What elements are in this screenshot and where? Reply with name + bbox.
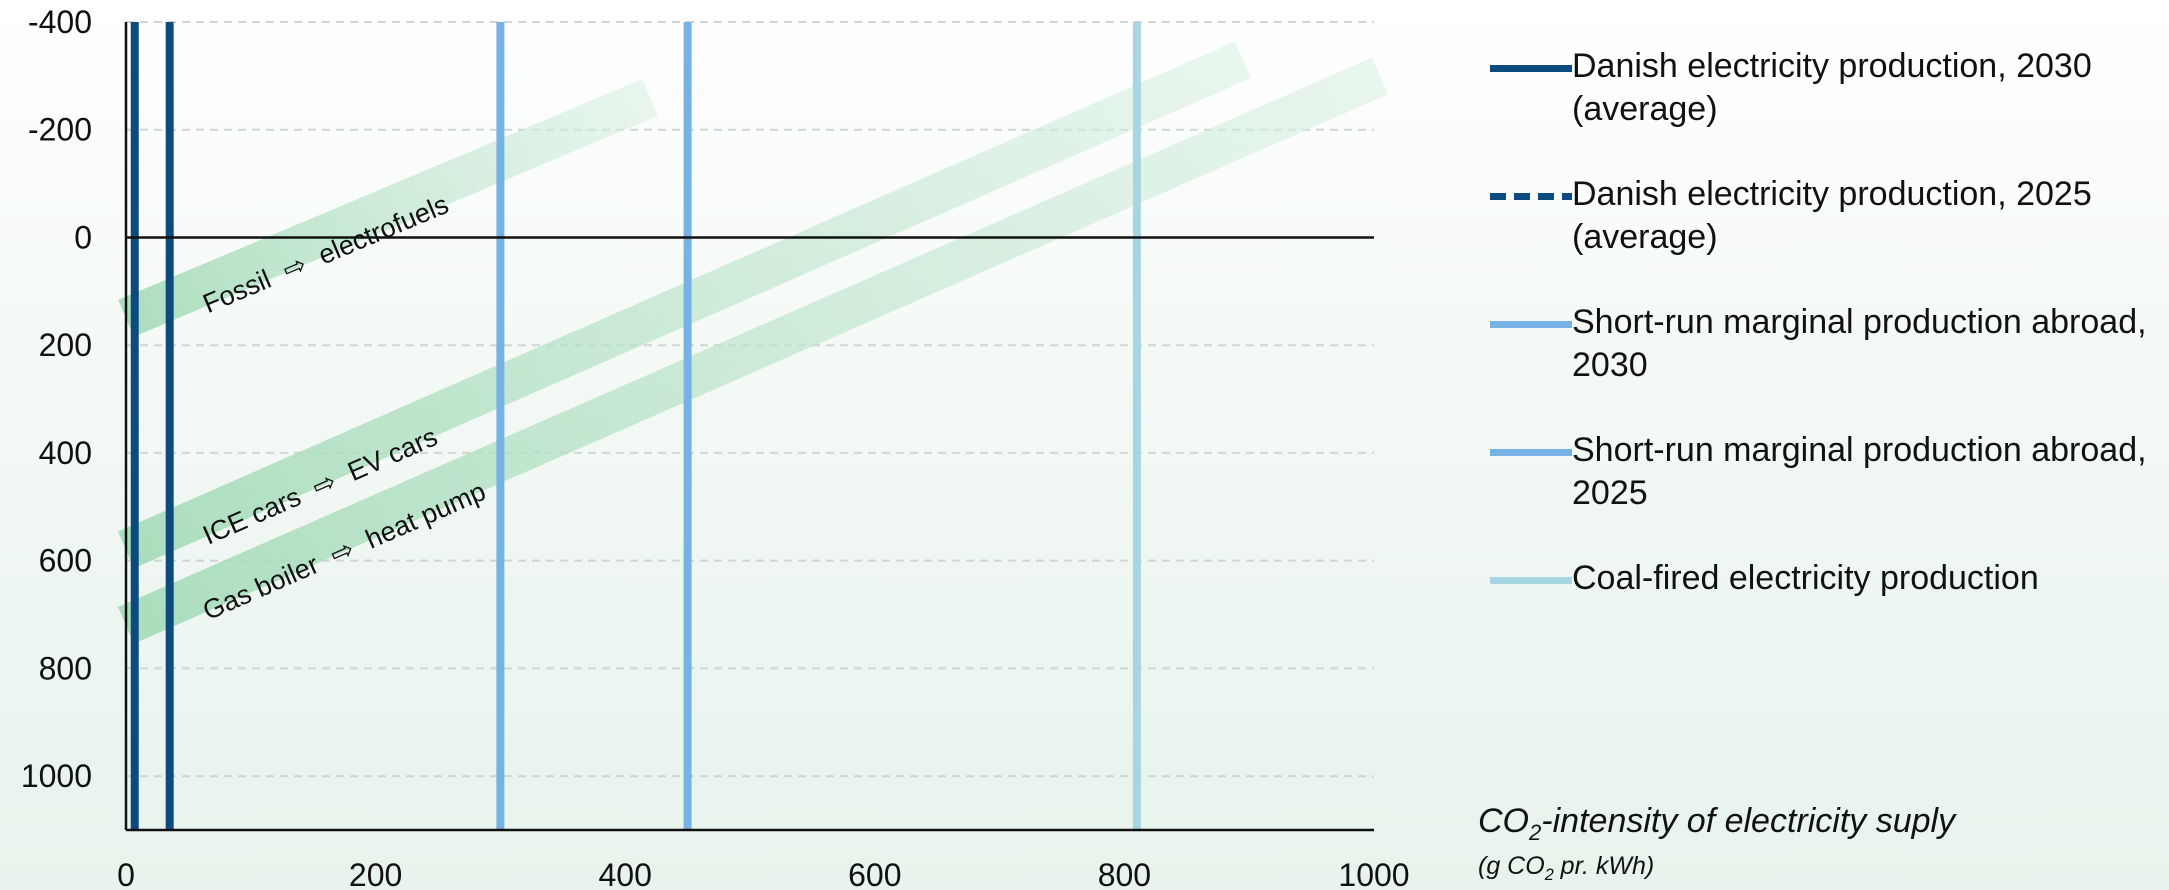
legend-item: Coal-fired electricity production (1490, 557, 2150, 685)
line-layer (130, 22, 1141, 830)
legend-swatch (1490, 577, 1572, 584)
x-axis-unit: (g CO2 pr. kWh) (1478, 852, 1655, 884)
legend-swatch (1490, 193, 1572, 200)
transition-band (118, 78, 658, 337)
x-tick-label: 800 (1098, 857, 1151, 890)
legend-item: Danish electricity production, 2030 (ave… (1490, 45, 2150, 173)
y-tick-label: -400 (28, 4, 92, 40)
y-tick-label: 800 (39, 650, 92, 686)
axis-layer (124, 22, 1374, 832)
tick-layer: -400 -200 0 200 400 600 800 1000 0 200 400 600 800 10… (21, 4, 1410, 890)
x-axis-title: CO2-intensity of electricity suply (1478, 802, 1956, 845)
y-tick-label: 600 (39, 543, 92, 579)
x-tick-label: 200 (349, 857, 402, 890)
transition-band (117, 57, 1389, 644)
legend: Danish electricity production, 2030 (ave… (1490, 45, 2150, 685)
legend-swatch (1490, 65, 1572, 72)
legend-label: Danish electricity production, 2030 (ave… (1572, 47, 2092, 128)
x-tick-label: 0 (117, 857, 135, 890)
y-tick-label: 1000 (21, 758, 92, 794)
y-tick-label: 400 (39, 435, 92, 471)
grid-layer (126, 21, 1374, 778)
y-tick-label: 0 (74, 219, 92, 255)
legend-label: Short-run marginal production abroad, 20… (1572, 431, 2147, 512)
x-tick-label: 400 (599, 857, 652, 890)
y-tick-label: -200 (28, 112, 92, 148)
legend-item: Short-run marginal production abroad, 20… (1490, 429, 2150, 557)
legend-swatch (1490, 449, 1572, 456)
x-tick-label: 600 (848, 857, 901, 890)
legend-label: Short-run marginal production abroad, 20… (1572, 303, 2147, 384)
legend-swatch (1490, 321, 1572, 328)
x-tick-label: 1000 (1338, 857, 1409, 890)
legend-label: Danish electricity production, 2025 (ave… (1572, 175, 2092, 256)
y-tick-label: 200 (39, 327, 92, 363)
legend-label: Coal-fired electricity production (1572, 559, 2039, 597)
legend-item: Danish electricity production, 2025 (ave… (1490, 173, 2150, 301)
legend-item: Short-run marginal production abroad, 20… (1490, 301, 2150, 429)
